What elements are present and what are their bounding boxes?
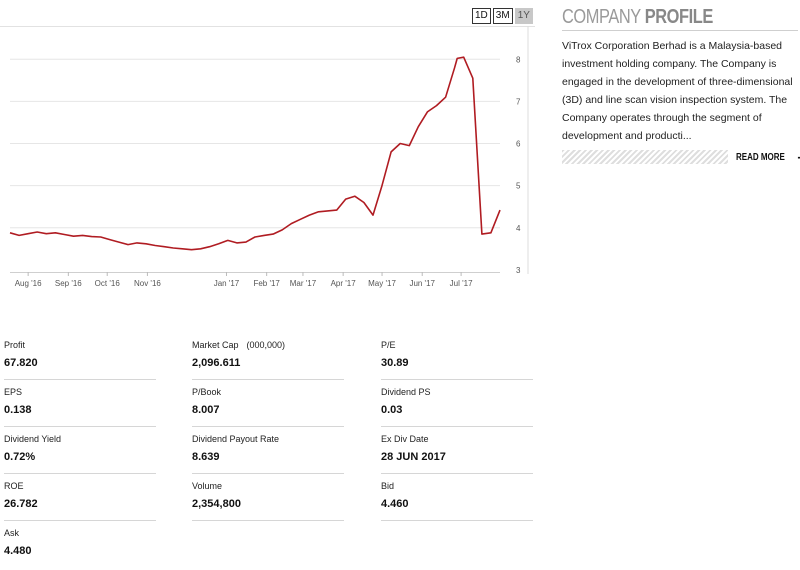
x-tick-label: Jul '17 (450, 279, 473, 288)
y-tick-label: 5 (516, 182, 521, 191)
stat-value: 2,096.611 (192, 357, 241, 369)
stat-value: 2,354,800 (192, 498, 241, 510)
profile-description: ViTrox Corporation Berhad is a Malaysia-… (562, 40, 793, 142)
stat-value: 30.89 (381, 357, 409, 369)
stat-eps: EPS 0.138 (4, 383, 156, 429)
y-tick-label: 3 (516, 266, 521, 275)
stat-value: 67.820 (4, 357, 38, 369)
stat-market-cap: Market Cap (000,000) 2,096.611 (192, 336, 344, 382)
profile-title-light: COMPANY (562, 6, 641, 28)
arrow-right-icon: ➔ (797, 150, 800, 164)
stat-value: 8.639 (192, 451, 220, 463)
stat-label: ROE (4, 481, 24, 491)
stat-unit: (000,000) (246, 340, 286, 350)
stat-divider (381, 520, 533, 521)
profile-title: COMPANY PROFILE (562, 6, 756, 28)
stat-value: 26.782 (4, 498, 38, 510)
range-selector: 1D 3M 1Y (472, 8, 533, 24)
stat-value: 4.480 (4, 545, 32, 557)
stat-label: Volume (192, 481, 223, 491)
profile-divider (562, 30, 798, 31)
y-tick-label: 7 (516, 97, 521, 106)
stat-value: 0.72% (4, 451, 36, 463)
stat-dividend-yield: Dividend Yield 0.72% (4, 430, 156, 476)
stat-bid: Bid 4.460 (381, 477, 533, 523)
stat-divider (192, 473, 344, 474)
stat-divider (4, 520, 156, 521)
stat-ask: Ask 4.480 (4, 524, 156, 570)
stat-label: Profit (4, 340, 26, 350)
stat-value: 0.03 (381, 404, 403, 416)
x-tick-label: Feb '17 (253, 279, 280, 288)
stat-label: Market Cap (000,000) (192, 340, 285, 350)
stat-divider (381, 473, 533, 474)
profile-title-bold: PROFILE (644, 6, 714, 28)
stat-divider (192, 379, 344, 380)
stat-volume: Volume 2,354,800 (192, 477, 344, 523)
read-more-row: READ MORE ➔ (562, 148, 800, 166)
stat-value: 0.138 (4, 404, 32, 416)
x-tick-label: Mar '17 (290, 279, 317, 288)
stat-divider (4, 379, 156, 380)
price-chart: 3 4 5 6 7 8 Aug '16 Sep '16 Oct '16 Nov '16 Jan '1… (0, 26, 535, 288)
stat-pe: P/E 30.89 (381, 336, 533, 382)
x-tick-label: May '17 (368, 279, 396, 288)
stat-roe: ROE 26.782 (4, 477, 156, 523)
stat-dividend-payout-rate: Dividend Payout Rate 8.639 (192, 430, 344, 476)
stat-divider (192, 426, 344, 427)
x-tick-label: Apr '17 (331, 279, 357, 288)
stat-label: Ask (4, 528, 20, 538)
x-tick-label: Sep '16 (55, 279, 82, 288)
x-tick-label: Jun '17 (409, 279, 435, 288)
stat-value: 28 JUN 2017 (381, 451, 446, 463)
x-tick-label: Oct '16 (95, 279, 121, 288)
company-profile: COMPANY PROFILE ViTrox Corporation Berha… (562, 6, 800, 164)
stat-label: Dividend PS (381, 387, 431, 397)
stat-value: 4.460 (381, 498, 409, 510)
price-series-line (9, 56, 501, 251)
y-tick-label: 6 (516, 140, 521, 149)
y-tick-label: 8 (516, 55, 521, 64)
hatch-decoration (562, 150, 728, 164)
x-tick-label: Jan '17 (214, 279, 240, 288)
stat-label: Bid (381, 481, 395, 491)
stat-label: Ex Div Date (381, 434, 429, 444)
x-tick-label: Nov '16 (134, 279, 161, 288)
stat-label-text: Market Cap (192, 340, 239, 350)
read-more-label: READ MORE (736, 151, 785, 163)
range-button-1y[interactable]: 1Y (514, 8, 533, 24)
stat-divider (381, 379, 533, 380)
range-button-1d[interactable]: 1D (472, 8, 491, 24)
stat-dividend-ps: Dividend PS 0.03 (381, 383, 533, 429)
stat-label: Dividend Payout Rate (192, 434, 280, 444)
stat-label: Dividend Yield (4, 434, 62, 444)
stat-label: P/E (381, 340, 396, 350)
range-button-3m[interactable]: 3M (492, 8, 513, 24)
stat-value: 8.007 (192, 404, 220, 416)
stat-divider (192, 520, 344, 521)
y-tick-label: 4 (516, 224, 521, 233)
stat-label: EPS (4, 387, 23, 397)
stat-ex-div-date: Ex Div Date 28 JUN 2017 (381, 430, 533, 476)
stat-p-book: P/Book 8.007 (192, 383, 344, 429)
stat-divider (4, 473, 156, 474)
stat-divider (4, 426, 156, 427)
x-tick-label: Aug '16 (15, 279, 42, 288)
stat-divider (381, 426, 533, 427)
stat-label: P/Book (192, 387, 222, 397)
read-more-link[interactable]: READ MORE ➔ (736, 148, 800, 166)
stat-profit: Profit 67.820 (4, 336, 156, 382)
